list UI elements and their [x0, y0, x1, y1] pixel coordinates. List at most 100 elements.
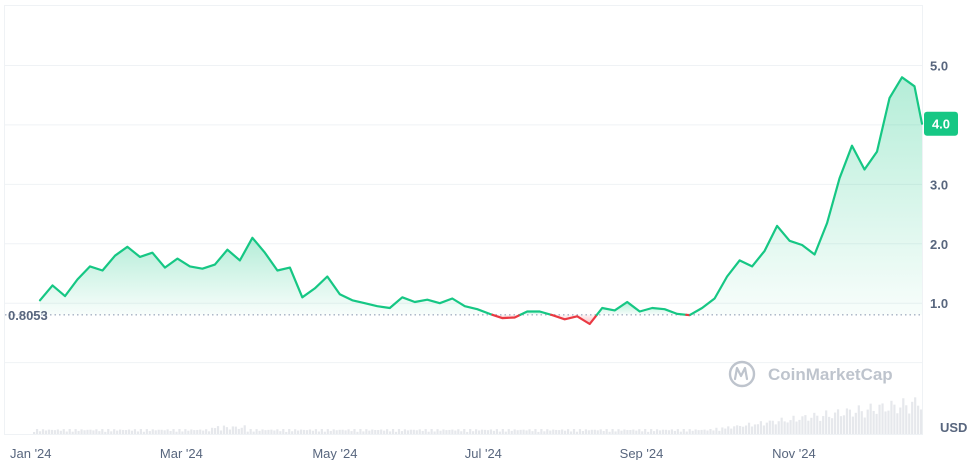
volume-bar [680, 432, 682, 434]
volume-bar [190, 429, 192, 434]
volume-bar [232, 426, 234, 434]
volume-bar [656, 429, 658, 434]
volume-bar [884, 411, 886, 434]
volume-bar [813, 413, 815, 434]
volume-bar [410, 430, 412, 434]
volume-bar [125, 430, 127, 434]
volume-bar [285, 432, 287, 434]
volume-bar [362, 431, 364, 434]
volume-bar [359, 429, 361, 434]
volume-bar [852, 417, 854, 434]
volume-bar [371, 430, 373, 434]
volume-bar [570, 431, 572, 434]
volume-bar [258, 431, 260, 434]
y-axis: 1.02.03.04.05.0 [930, 58, 948, 311]
volume-bar [840, 416, 842, 434]
currency-unit-label: USD [940, 420, 967, 435]
volume-bar [531, 431, 533, 434]
x-tick-label: Sep '24 [620, 446, 664, 460]
volume-bar [294, 429, 296, 434]
volume-bar [137, 431, 139, 434]
volume-bar [383, 431, 385, 434]
volume-bar [662, 430, 664, 434]
volume-bar [39, 431, 41, 434]
volume-bar [416, 430, 418, 434]
volume-bar [303, 430, 305, 434]
volume-bar [683, 429, 685, 434]
volume-bar [855, 413, 857, 434]
volume-bar [579, 429, 581, 434]
volume-bar [77, 431, 79, 434]
volume-bar [635, 431, 637, 434]
volume-bar [306, 430, 308, 434]
volume-bar [42, 429, 44, 434]
volume-bar [214, 428, 216, 434]
volume-bar [528, 429, 530, 434]
volume-bar [481, 430, 483, 434]
volume-bar [801, 416, 803, 434]
watermark-text: CoinMarketCap [768, 365, 893, 384]
volume-bar [724, 429, 726, 434]
volume-bar [893, 405, 895, 434]
volume-bar [395, 432, 397, 434]
volume-bar [166, 429, 168, 434]
volume-bar [336, 430, 338, 434]
volume-bar [428, 432, 430, 434]
volume-bar [659, 430, 661, 434]
volume-bar [244, 425, 246, 434]
volume-bar [54, 430, 56, 434]
volume-bar [603, 431, 605, 434]
volume-bar [431, 429, 433, 434]
volume-bar [757, 424, 759, 434]
volume-bar [282, 429, 284, 434]
volume-bar [727, 426, 729, 434]
volume-bar [377, 430, 379, 434]
last-price-value: 4.0 [932, 117, 950, 132]
volume-bar [908, 414, 910, 434]
volume-bar [407, 430, 409, 434]
volume-bar [626, 430, 628, 434]
volume-bar [647, 432, 649, 434]
volume-bar [665, 430, 667, 434]
volume-bar [846, 408, 848, 434]
volume-bar [350, 431, 352, 434]
volume-bar [344, 430, 346, 434]
volume-bar [107, 429, 109, 434]
volume-bar [327, 429, 329, 434]
volume-bar [333, 429, 335, 434]
volume-bar [315, 429, 317, 434]
volume-bar [890, 401, 892, 434]
volume-bar [499, 432, 501, 434]
volume-bar [86, 430, 88, 434]
volume-bar [902, 398, 904, 434]
volume-bar [558, 430, 560, 434]
volume-bar [775, 424, 777, 434]
volume-bar [766, 423, 768, 434]
volume-bar [98, 431, 100, 434]
volume-bar [540, 429, 542, 434]
volume-bar [511, 431, 513, 434]
volume-bar [787, 422, 789, 434]
volume-bar [134, 429, 136, 434]
volume-bar [211, 428, 213, 434]
volume-bar [247, 432, 249, 434]
volume-bar [321, 429, 323, 434]
volume-bar [401, 431, 403, 434]
volume-bar [250, 429, 252, 434]
volume-bar [253, 432, 255, 434]
volume-bar [644, 429, 646, 434]
x-tick-label: Mar '24 [160, 446, 203, 460]
volume-bar [706, 431, 708, 434]
volume-bar [496, 429, 498, 434]
volume-bar [116, 431, 118, 434]
volume-bar [181, 431, 183, 434]
volume-bar [36, 429, 38, 434]
volume-bar [867, 410, 869, 434]
volume-bar [226, 427, 228, 434]
volume-bar [454, 431, 456, 434]
volume-bar [751, 426, 753, 434]
volume-bar [51, 430, 53, 434]
volume-bar [110, 431, 112, 434]
